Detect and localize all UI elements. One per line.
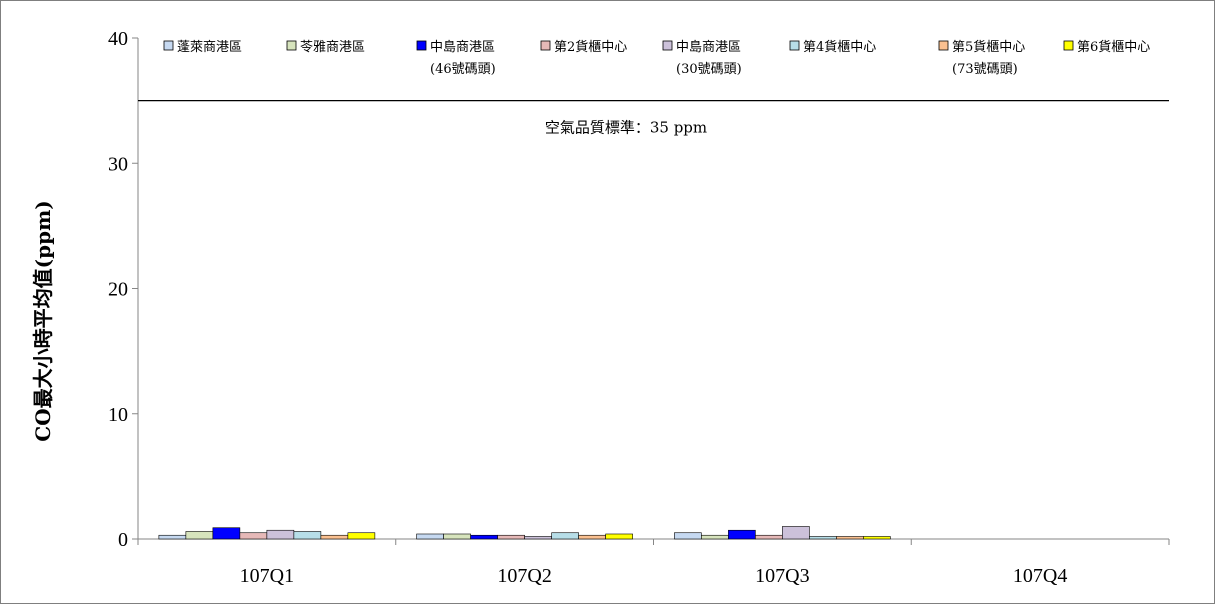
bar: [443, 533, 471, 540]
legend-label-line2: (46號碼頭): [430, 62, 496, 77]
bar: [578, 534, 606, 540]
y-tick-label: 0: [118, 529, 128, 551]
bar: [293, 531, 322, 540]
legend-label-line2: (30號碼頭): [676, 62, 742, 77]
x-tick-label: 107Q3: [755, 565, 809, 587]
x-tick-label: 107Q1: [240, 565, 294, 587]
legend-swatch: [540, 40, 551, 51]
plot-area: 0 10 20 30 40 107Q1 107Q2 107Q3 107Q4: [108, 28, 1170, 587]
bar: [605, 533, 633, 540]
legend-label: 中島商港區: [676, 40, 741, 55]
bar: [320, 534, 349, 540]
legend-label: 第2貨櫃中心: [554, 39, 627, 55]
bar: [755, 534, 783, 540]
legend-swatch: [938, 40, 949, 51]
legend-label: 第4貨櫃中心: [803, 39, 876, 55]
bar: [782, 526, 810, 540]
bar: [836, 536, 864, 540]
y-tick-label: 30: [108, 153, 128, 175]
legend-swatch: [163, 40, 174, 51]
legend-label: 蓬萊商港區: [177, 40, 242, 55]
bar: [551, 532, 579, 540]
y-tick-label: 40: [108, 28, 128, 50]
legend-swatch: [1063, 40, 1074, 51]
bar: [185, 531, 214, 540]
bar: [809, 536, 837, 540]
bar: [470, 534, 498, 540]
legend-swatch: [416, 40, 427, 51]
bar: [524, 536, 552, 540]
reference-line-label: 空氣品質標準：35 ppm: [545, 119, 707, 137]
legend: 蓬萊商港區 苓雅商港區 中島商港區 (46號碼頭) 第2貨櫃中心 中島商港區 (30號碼頭)…: [163, 39, 1150, 77]
y-tick-label: 10: [108, 404, 128, 426]
bar: [266, 529, 295, 540]
bar: [674, 532, 702, 540]
legend-swatch: [662, 40, 673, 51]
bar: [158, 534, 187, 540]
legend-label: 苓雅商港區: [300, 40, 365, 55]
legend-label: 第5貨櫃中心: [952, 39, 1025, 55]
legend-label: 中島商港區: [430, 40, 495, 55]
bar: [347, 532, 376, 540]
bar: [497, 534, 525, 540]
legend-label: 第6貨櫃中心: [1077, 39, 1150, 55]
legend-swatch: [286, 40, 297, 51]
y-axis-label: CO最大小時平均值(ppm): [31, 200, 55, 441]
legend-label-line2: (73號碼頭): [952, 62, 1018, 77]
bar: [416, 533, 444, 540]
bar: [863, 536, 891, 540]
legend-swatch: [789, 40, 800, 51]
bar: [239, 532, 268, 540]
bar: [212, 527, 241, 540]
reference-line-group: 空氣品質標準：35 ppm: [138, 100, 1169, 137]
bar: [728, 529, 756, 540]
bar: [701, 534, 729, 540]
y-tick-label: 20: [108, 279, 128, 301]
x-tick-label: 107Q2: [497, 565, 551, 587]
x-tick-label: 107Q4: [1013, 565, 1067, 587]
